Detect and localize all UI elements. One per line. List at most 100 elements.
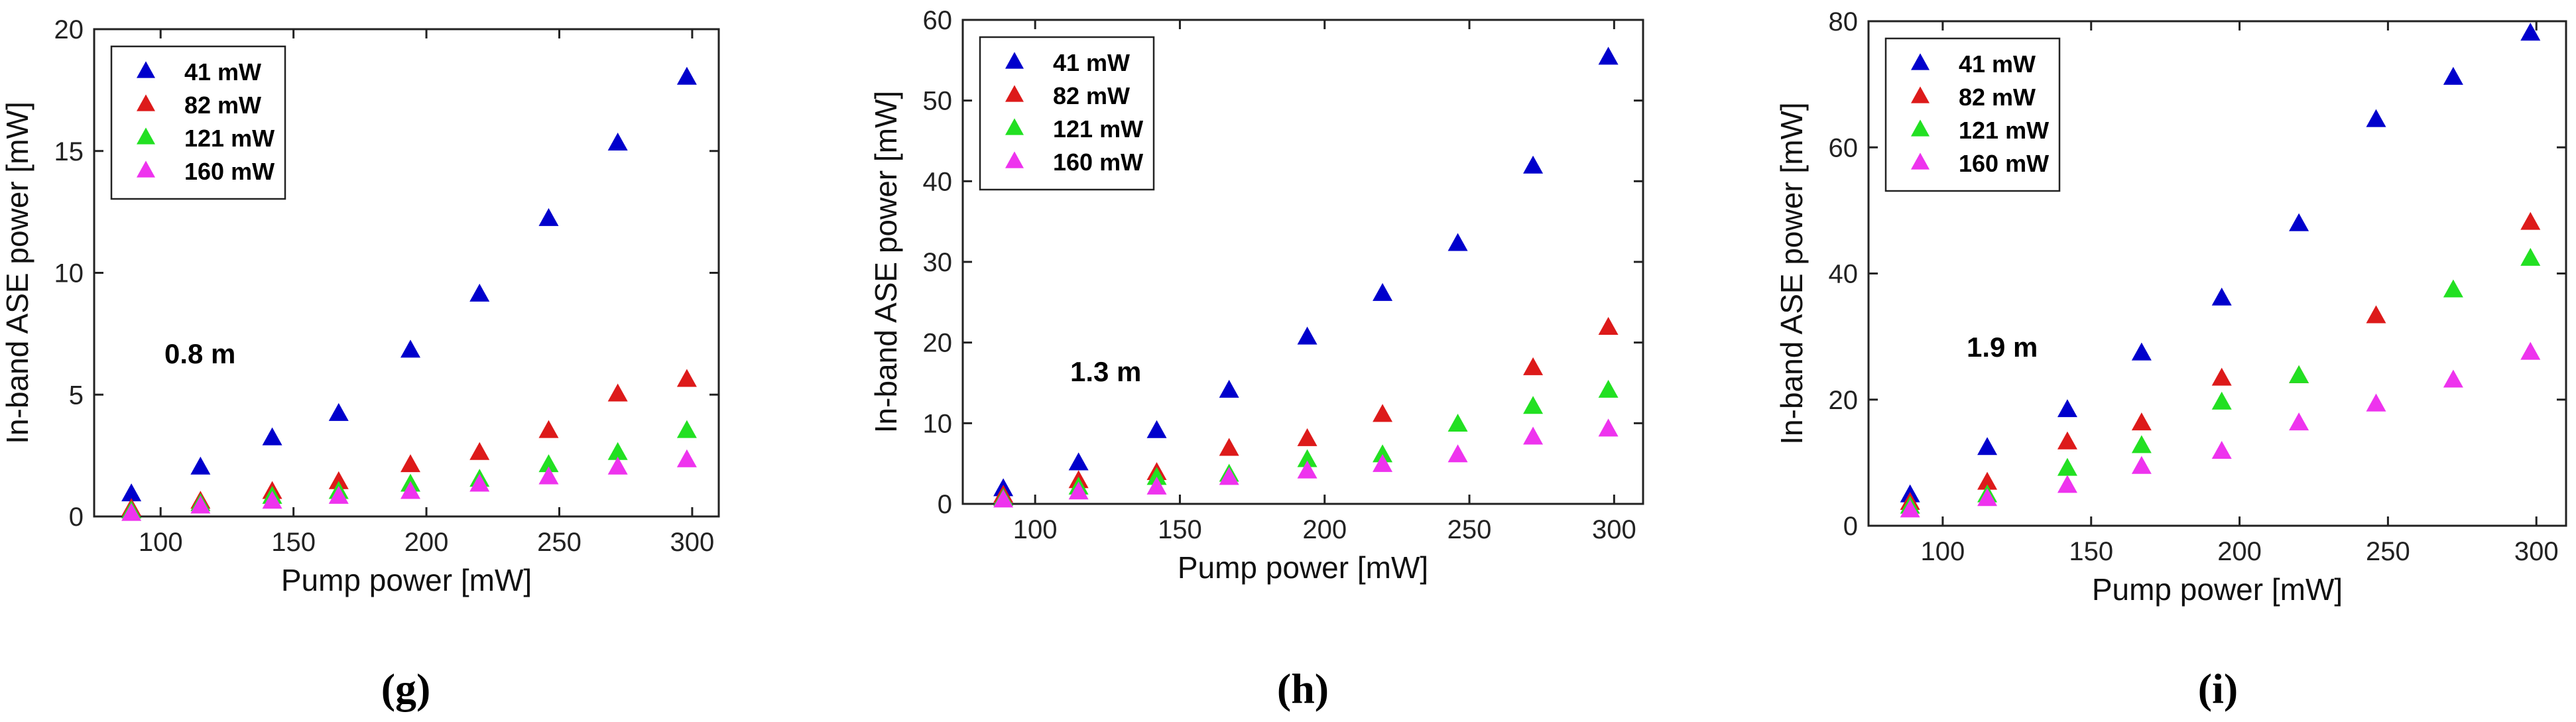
x-axis-label: Pump power [mW] (2092, 572, 2343, 607)
point-121-mw (538, 454, 559, 473)
point-160-mw (1523, 426, 1544, 445)
point-41-mw (1447, 233, 1468, 251)
point-160-mw (262, 491, 282, 509)
point-160-mw (1068, 481, 1089, 500)
y-tick-label: 15 (54, 137, 84, 166)
x-tick-label: 250 (537, 528, 582, 557)
x-tick-label: 300 (1592, 515, 1636, 544)
point-82-mw (2131, 412, 2152, 431)
point-160-mw (538, 466, 559, 485)
y-tick-label: 50 (923, 87, 953, 116)
point-160-mw (1598, 418, 1619, 437)
point-121-mw (2520, 247, 2541, 266)
y-tick-label: 60 (1829, 133, 1859, 162)
legend-label: 82 mW (1959, 84, 2036, 111)
point-41-mw (2366, 109, 2386, 127)
y-axis-label: In-band ASE power [mW] (869, 91, 903, 433)
point-82-mw (1297, 428, 1318, 446)
point-160-mw (121, 503, 142, 521)
legend-label: 160 mW (1959, 150, 2049, 177)
y-axis-label: In-band ASE power [mW] (0, 101, 34, 444)
point-160-mw (400, 481, 421, 499)
point-121-mw (607, 442, 628, 460)
legend-marker (137, 61, 155, 78)
legend-label: 121 mW (184, 125, 275, 152)
x-tick-label: 100 (1921, 537, 1965, 566)
point-82-mw (1219, 438, 1239, 456)
point-160-mw (1219, 467, 1239, 485)
point-121-mw (1447, 414, 1468, 432)
point-82-mw (676, 369, 697, 387)
x-tick-label: 200 (1302, 515, 1347, 544)
subfigure-label: (i) (2198, 665, 2238, 712)
point-121-mw (1523, 396, 1544, 414)
point-160-mw (2131, 455, 2152, 474)
legend-label: 160 mW (184, 158, 275, 185)
y-tick-label: 0 (69, 503, 84, 532)
legend-marker (1005, 118, 1024, 135)
y-tick-label: 10 (923, 409, 953, 438)
point-41-mw (607, 132, 628, 150)
x-tick-label: 150 (2069, 537, 2113, 566)
point-121-mw (2289, 365, 2309, 383)
legend: 41 mW 82 mW 121 mW 160 mW (1884, 37, 2061, 192)
legend-label: 160 mW (1053, 149, 1143, 176)
point-160-mw (2057, 475, 2077, 493)
legend-marker (1911, 152, 1930, 170)
fiber-length-annotation: 1.3 m (1070, 356, 1141, 387)
point-121-mw (2211, 391, 2232, 410)
point-82-mw (400, 454, 421, 473)
point-160-mw (1447, 444, 1468, 463)
legend-marker (1911, 53, 1930, 70)
point-160-mw (676, 449, 697, 467)
legend-marker (137, 127, 155, 145)
y-tick-label: 60 (923, 6, 953, 35)
point-41-mw (2057, 399, 2077, 418)
point-41-mw (2289, 213, 2309, 231)
point-121-mw (1598, 379, 1619, 398)
point-41-mw (328, 402, 349, 421)
point-41-mw (469, 283, 490, 302)
point-121-mw (1297, 449, 1318, 467)
point-82-mw (1598, 317, 1619, 335)
point-160-mw (190, 495, 211, 514)
point-160-mw (993, 489, 1014, 508)
point-41-mw (2211, 287, 2232, 306)
y-tick-label: 20 (1829, 386, 1859, 415)
point-121-mw (1146, 467, 1167, 485)
legend: 41 mW 82 mW 121 mW 160 mW (979, 36, 1155, 191)
subfigure-label: (h) (1277, 665, 1329, 712)
x-tick-label: 300 (2514, 537, 2559, 566)
legend-label: 121 mW (1959, 117, 2049, 144)
point-121-mw (676, 420, 697, 438)
point-82-mw (2057, 431, 2077, 450)
point-82-mw (2366, 305, 2386, 324)
y-tick-label: 10 (54, 259, 84, 288)
point-82-mw (1977, 471, 1998, 490)
chart-panel-2: 100 150 200 250 300 0 10 20 30 40 50 60 Pump power [… (869, 6, 1644, 712)
point-160-mw (607, 456, 628, 475)
x-tick-label: 150 (271, 528, 316, 557)
point-160-mw (2211, 440, 2232, 459)
point-121-mw (2131, 435, 2152, 453)
legend-label: 82 mW (184, 91, 261, 119)
point-41-mw (1146, 420, 1167, 438)
point-121-mw (1373, 444, 1393, 463)
y-tick-label: 80 (1829, 7, 1859, 36)
point-82-mw (328, 471, 349, 489)
y-axis-label: In-band ASE power [mW] (1774, 102, 1809, 444)
x-tick-label: 250 (1447, 515, 1492, 544)
point-121-mw (2057, 457, 2077, 476)
point-82-mw (538, 420, 559, 438)
x-tick-label: 150 (1158, 515, 1202, 544)
x-axis-label: Pump power [mW] (281, 563, 532, 597)
point-41-mw (2131, 342, 2152, 361)
legend-label: 82 mW (1053, 82, 1130, 109)
point-41-mw (1977, 437, 1998, 455)
y-tick-label: 20 (54, 15, 84, 44)
point-160-mw (2520, 341, 2541, 360)
x-tick-label: 100 (1013, 515, 1058, 544)
point-160-mw (328, 485, 349, 504)
legend-marker (1005, 52, 1024, 69)
